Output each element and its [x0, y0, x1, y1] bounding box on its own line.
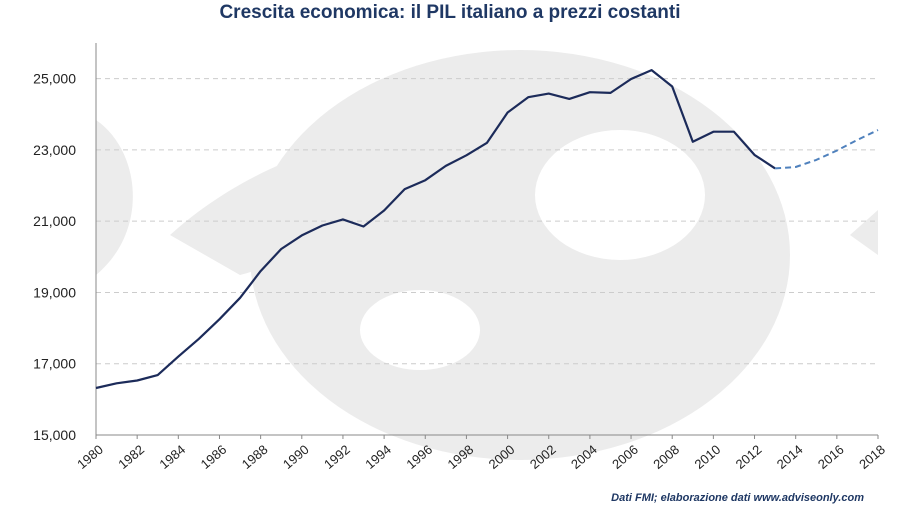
x-tick-label: 2018	[856, 442, 888, 472]
x-tick-label: 2010	[691, 442, 723, 472]
chart-title: Crescita economica: il PIL italiano a pr…	[219, 2, 681, 23]
x-tick-label: 1994	[362, 442, 394, 472]
x-tick-label: 1990	[280, 442, 312, 472]
forecast-series-line	[775, 129, 879, 170]
y-tick-label: 17,000	[33, 356, 76, 372]
y-tick-label: 25,000	[33, 71, 76, 87]
series-lines	[95, 68, 879, 390]
x-tick-label: 2012	[733, 442, 765, 472]
x-tick-label: 1980	[74, 442, 106, 472]
x-tick-label: 2008	[650, 442, 682, 472]
y-tick-labels: 15,000 17,000 19,000 21,000 23,000 25,000	[33, 71, 76, 443]
actual-series-line	[95, 68, 776, 390]
watermark-logo	[96, 50, 878, 460]
x-tick-label: 2014	[774, 442, 806, 472]
y-tick-label: 15,000	[33, 427, 76, 443]
x-tick-label: 1992	[321, 442, 353, 472]
source-note: Dati FMI; elaborazione dati www.adviseon…	[611, 492, 864, 504]
y-tick-label: 19,000	[33, 284, 76, 300]
y-tick-label: 21,000	[33, 213, 76, 229]
axes	[95, 43, 878, 436]
x-tick-label: 1986	[198, 442, 230, 472]
x-tick-label: 1984	[156, 442, 188, 472]
x-tick-label: 2016	[815, 442, 847, 472]
y-tick-label: 23,000	[33, 142, 76, 158]
grid-lines	[96, 78, 878, 365]
x-tick-label: 1988	[239, 442, 271, 472]
x-tick-label: 1982	[115, 442, 147, 472]
